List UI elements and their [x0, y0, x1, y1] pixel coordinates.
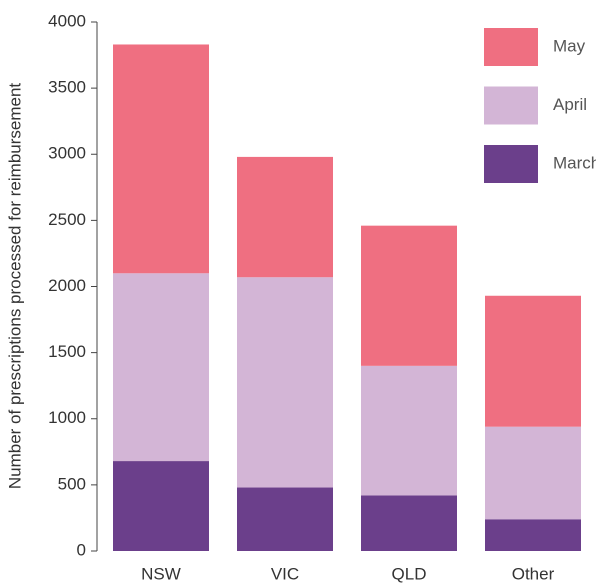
y-tick-label: 3000: [48, 144, 86, 163]
x-tick-label: QLD: [392, 564, 427, 583]
bar-segment: [113, 461, 209, 551]
bar-segment: [485, 519, 581, 551]
y-tick-label: 500: [58, 474, 86, 493]
legend-label: April: [553, 95, 587, 114]
legend-swatch: [484, 28, 538, 66]
bar-segment: [113, 44, 209, 274]
y-tick-label: 1500: [48, 342, 86, 361]
y-axis-label: Number of prescriptions processed for re…: [5, 83, 24, 490]
bar-segment: [361, 225, 457, 366]
bar-segment: [361, 495, 457, 551]
y-tick-label: 3500: [48, 78, 86, 97]
legend-swatch: [484, 86, 538, 125]
legend-label: March: [553, 153, 596, 172]
y-tick-label: 0: [77, 540, 86, 559]
legend-label: May: [553, 36, 586, 55]
bar-segment: [113, 273, 209, 462]
legend-swatch: [484, 145, 538, 183]
y-tick-label: 2500: [48, 210, 86, 229]
bar-segment: [237, 487, 333, 551]
x-tick-label: Other: [512, 564, 555, 583]
x-tick-label: NSW: [141, 564, 181, 583]
bar-segment: [485, 295, 581, 427]
bar-segment: [485, 426, 581, 520]
y-tick-label: 2000: [48, 276, 86, 295]
y-tick-label: 1000: [48, 408, 86, 427]
y-tick-label: 4000: [48, 11, 86, 30]
bar-segment: [237, 277, 333, 488]
x-tick-label: VIC: [271, 564, 299, 583]
bar-segment: [361, 365, 457, 496]
bar-segment: [237, 156, 333, 278]
